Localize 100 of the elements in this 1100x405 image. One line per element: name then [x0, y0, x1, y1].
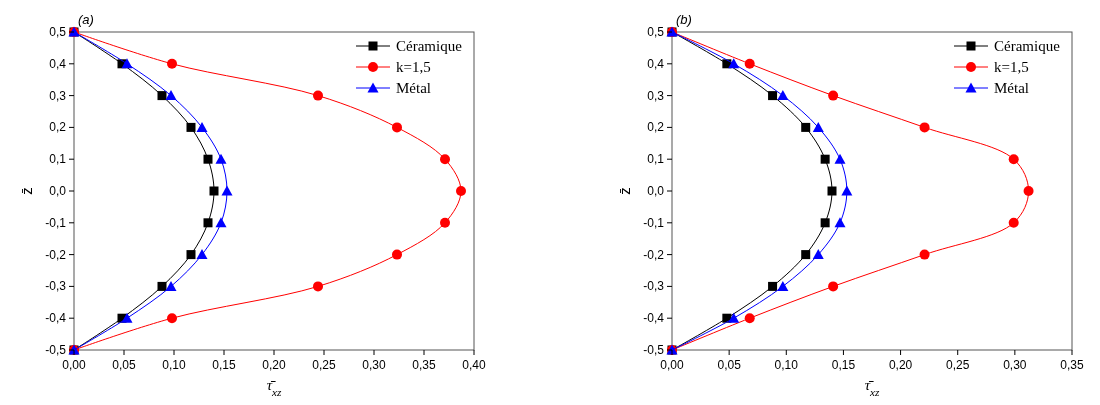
point: [728, 312, 740, 323]
point: [919, 122, 930, 133]
legend-label: Métal: [994, 80, 1029, 96]
y-tick-label: -0,3: [45, 279, 67, 294]
point: [209, 186, 219, 196]
y-tick-label: 0,2: [647, 120, 665, 135]
point: [121, 58, 133, 69]
point: [165, 90, 177, 101]
point: [440, 154, 450, 165]
legend-label: Céramique: [994, 38, 1061, 54]
x-tick-label: 0,40: [462, 358, 486, 372]
y-tick-label: 0,4: [49, 56, 67, 71]
point: [919, 249, 930, 260]
y-tick-label: -0,2: [643, 247, 665, 262]
point: [828, 90, 839, 101]
y-tick-label: -0,5: [45, 343, 67, 357]
point: [186, 250, 196, 260]
y-tick-label: 0,0: [647, 184, 665, 198]
y-tick-label: -0,1: [643, 215, 665, 230]
x-tick-label: 0,35: [412, 358, 436, 372]
y-tick-label: 0,1: [647, 152, 665, 167]
legend-label: k=1,5: [396, 59, 431, 75]
point: [728, 58, 740, 69]
y-tick-label: -0,4: [643, 311, 665, 326]
point: [196, 249, 208, 260]
x-tick-label: 0,10: [774, 358, 799, 372]
point: [165, 280, 177, 291]
point: [834, 217, 846, 228]
x-tick-label: 0,25: [946, 358, 970, 372]
y-axis-title: z̄: [616, 187, 633, 195]
point: [186, 122, 196, 132]
point: [440, 217, 450, 228]
point: [768, 91, 778, 101]
point: [456, 186, 466, 196]
x-tick-label: 0,30: [1003, 358, 1027, 372]
x-tick-label: 0,10: [162, 358, 186, 372]
x-tick-label: 0,05: [112, 358, 136, 372]
point: [221, 185, 233, 196]
point: [744, 58, 755, 69]
point: [1008, 154, 1019, 165]
legend-label: k=1,5: [994, 59, 1029, 75]
x-tick-label: 0,20: [262, 358, 286, 372]
point: [203, 218, 213, 228]
x-tick-label: 0,30: [362, 358, 386, 372]
point: [801, 250, 811, 260]
x-tick-label: 0,00: [660, 358, 684, 372]
point: [744, 313, 755, 324]
point: [812, 249, 824, 260]
x-tick-label: 0,00: [62, 358, 86, 372]
chart-title: (a): [78, 12, 94, 27]
x-tick-label: 0,15: [212, 358, 236, 372]
y-tick-label: 0,3: [647, 88, 665, 103]
y-tick-label: 0,5: [49, 25, 67, 39]
x-tick-label: 0,05: [717, 358, 742, 372]
chart-title: (b): [676, 12, 692, 27]
point: [215, 217, 227, 228]
point: [313, 90, 323, 101]
point: [820, 218, 830, 228]
x-axis-title: τ̄$_{xz}$: [864, 377, 880, 398]
legend-label: Métal: [396, 80, 431, 96]
x-tick-label: 0,20: [888, 358, 913, 372]
y-axis-title: z̄: [18, 187, 35, 195]
point: [827, 186, 837, 196]
point: [196, 121, 208, 132]
point: [1008, 217, 1019, 228]
point: [203, 154, 213, 164]
x-tick-label: 0,35: [1060, 358, 1084, 372]
point: [828, 281, 839, 292]
point: [777, 90, 789, 101]
x-tick-label: 0,15: [831, 358, 856, 372]
point: [812, 121, 824, 132]
point: [777, 280, 789, 291]
y-tick-label: -0,1: [45, 215, 67, 230]
y-tick-label: 0,2: [49, 120, 67, 135]
y-tick-label: 0,1: [49, 152, 67, 167]
y-tick-label: 0,5: [647, 25, 665, 39]
y-tick-label: -0,5: [643, 343, 665, 357]
legend-label: Céramique: [396, 38, 463, 54]
point: [157, 91, 167, 101]
x-axis-title: τ̄$_{xz}$: [266, 377, 282, 398]
x-tick-label: 0,25: [312, 358, 336, 372]
point: [121, 312, 133, 323]
point: [392, 249, 402, 260]
y-tick-label: -0,3: [643, 279, 665, 294]
point: [841, 185, 853, 196]
point: [801, 122, 811, 132]
point: [768, 281, 778, 291]
point: [167, 58, 177, 69]
point: [157, 281, 167, 291]
point: [215, 153, 227, 164]
y-tick-label: -0,2: [45, 247, 67, 262]
point: [820, 154, 830, 164]
point: [834, 153, 846, 164]
y-tick-label: 0,3: [49, 88, 67, 103]
point: [392, 122, 402, 133]
point: [313, 281, 323, 292]
y-tick-label: 0,0: [49, 184, 67, 198]
y-tick-label: 0,4: [647, 56, 665, 71]
point: [1023, 186, 1034, 196]
y-tick-label: -0,4: [45, 311, 67, 326]
